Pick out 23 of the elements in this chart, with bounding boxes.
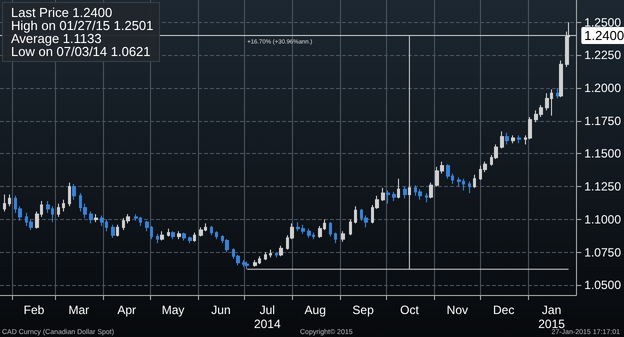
x-tick-label: Dec bbox=[493, 303, 514, 317]
x-tick-label: Jul 2014 bbox=[254, 303, 281, 331]
y-tick-label: 1.2250 bbox=[584, 48, 622, 62]
x-tick-label: Aug bbox=[304, 303, 326, 317]
x-tick-label: Oct bbox=[400, 303, 420, 317]
x-tick-label: Nov bbox=[446, 303, 468, 317]
y-tick-label: 1.1500 bbox=[584, 146, 622, 161]
y-tick-label: 1.2000 bbox=[584, 81, 622, 96]
annotation: Last Price 1.2400 bbox=[11, 5, 114, 20]
annotation: High on 01/27/15 1.2501 bbox=[11, 18, 154, 33]
x-tick-label: May bbox=[162, 303, 184, 317]
y-tick-label: 1.2500 bbox=[584, 15, 622, 30]
y-tick-label: 1.1000 bbox=[584, 212, 622, 226]
y-tick-label: 1.1750 bbox=[584, 114, 622, 128]
y-tick-label: 1.0750 bbox=[584, 245, 622, 260]
x-tick-label: Apr bbox=[117, 303, 136, 317]
x-tick-label: Jun bbox=[211, 303, 231, 317]
x-tick-label: Feb bbox=[24, 303, 45, 317]
y-tick-label: 1.1250 bbox=[584, 180, 622, 194]
y-tick-label: 1.0500 bbox=[584, 278, 622, 292]
ref-line-label: 1.2400 bbox=[584, 28, 624, 43]
x-tick-label: Sep bbox=[352, 303, 374, 317]
x-tick-label: Mar bbox=[68, 303, 90, 317]
